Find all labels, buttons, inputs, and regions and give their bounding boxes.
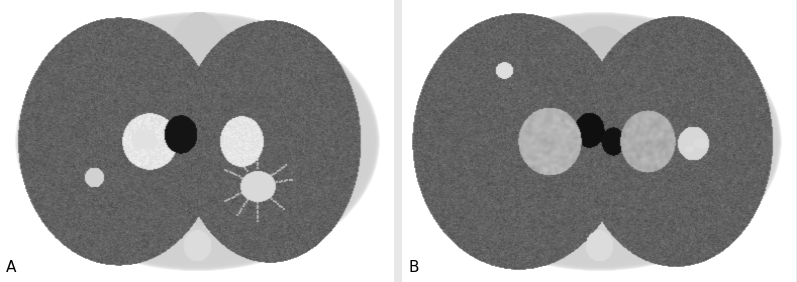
Text: A: A — [6, 259, 16, 274]
Text: B: B — [408, 259, 418, 274]
